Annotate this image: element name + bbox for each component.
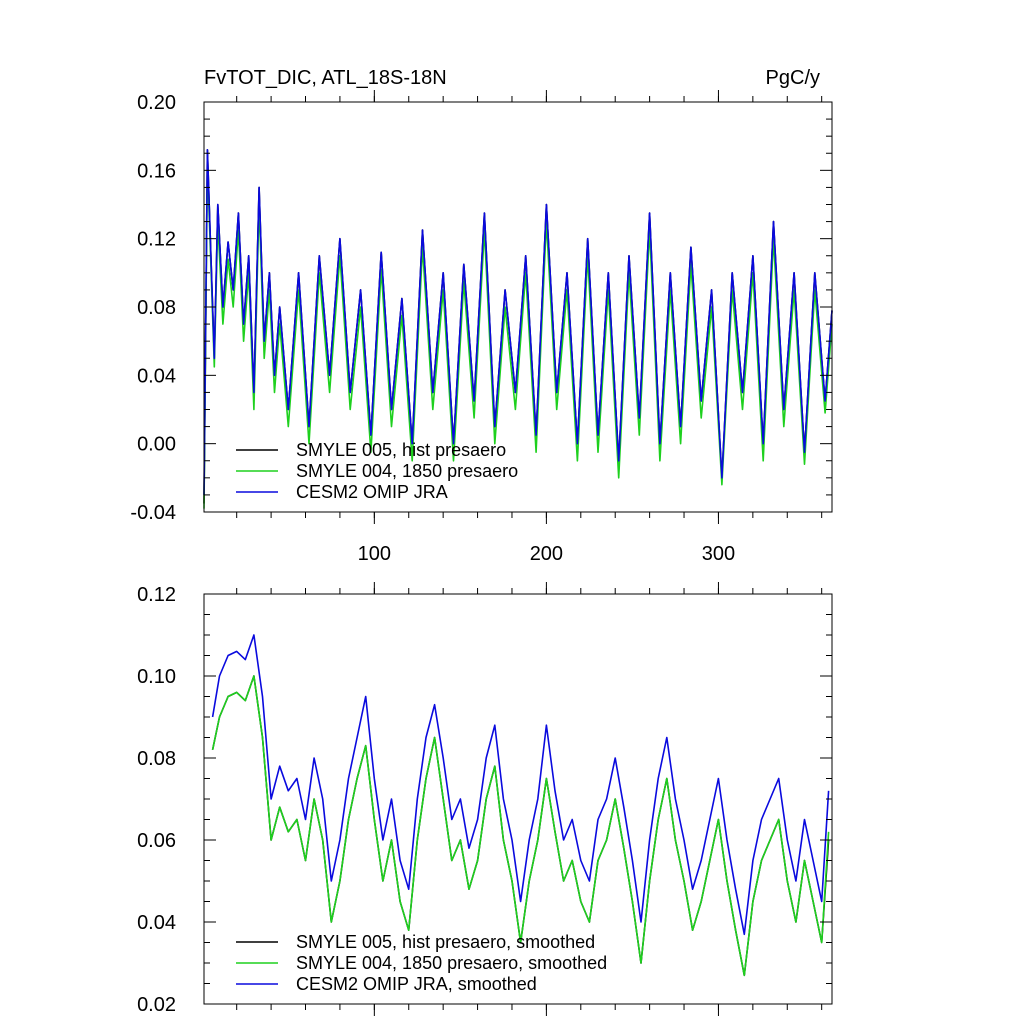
top-y-tick-label: 0.00 [137,434,176,456]
top-y-tick-label: 0.20 [137,92,176,114]
bottom-y-tick-label: 0.12 [137,584,176,606]
bottom-y-tick-label: 0.02 [137,994,176,1016]
top-legend-label-smyle004: SMYLE 004, 1850 presaero [296,461,518,481]
top-panel-title-left: FvTOT_DIC, ATL_18S-18N [204,67,447,89]
bottom-legend-label-smyle005: SMYLE 005, hist presaero, smoothed [296,932,595,952]
top-y-tick-label: 0.16 [137,160,176,182]
top-legend-label-cesm2: CESM2 OMIP JRA [296,482,448,502]
top-panel-series-layer [203,149,833,509]
top-y-tick-label: -0.04 [130,502,176,524]
top-legend-label-smyle005: SMYLE 005, hist presaero [296,440,506,460]
top-panel: FvTOT_DIC, ATL_18S-18N PgC/y -0.04 0.00 0.… [130,67,833,565]
top-panel-tick-layer: -0.04 0.00 0.04 0.08 0.12 0.16 0.20 100 200 300 [130,90,832,565]
top-panel-legend: SMYLE 005, hist presaero SMYLE 004, 1850… [236,440,518,502]
bottom-series-line-1 [211,675,830,977]
bottom-legend-label-cesm2: CESM2 OMIP JRA, smoothed [296,974,537,994]
bottom-y-tick-label: 0.08 [137,748,176,770]
bottom-legend-label-smyle004: SMYLE 004, 1850 presaero, smoothed [296,953,607,973]
bottom-panel-series-layer [211,634,830,977]
top-x-tick-label: 300 [702,543,735,565]
bottom-panel-legend: SMYLE 005, hist presaero, smoothed SMYLE… [236,932,607,994]
top-series-line-2 [203,149,833,495]
bottom-panel-frame [203,593,833,1005]
bottom-y-tick-label: 0.06 [137,830,176,852]
bottom-y-tick-label: 0.10 [137,666,176,688]
top-panel-title-right: PgC/y [766,67,820,89]
top-x-tick-label: 100 [358,543,391,565]
bottom-panel: 0.02 0.04 0.06 0.08 0.10 0.12 SMYLE 005, hist… [137,582,833,1016]
top-panel-frame [203,101,833,513]
top-x-tick-label: 200 [530,543,563,565]
top-y-tick-label: 0.12 [137,229,176,251]
bottom-series-line-2 [211,634,830,936]
top-y-tick-label: 0.08 [137,297,176,319]
top-y-tick-label: 0.04 [137,365,176,387]
bottom-panel-tick-layer: 0.02 0.04 0.06 0.08 0.10 0.12 [137,582,832,1016]
bottom-y-tick-label: 0.04 [137,912,176,934]
